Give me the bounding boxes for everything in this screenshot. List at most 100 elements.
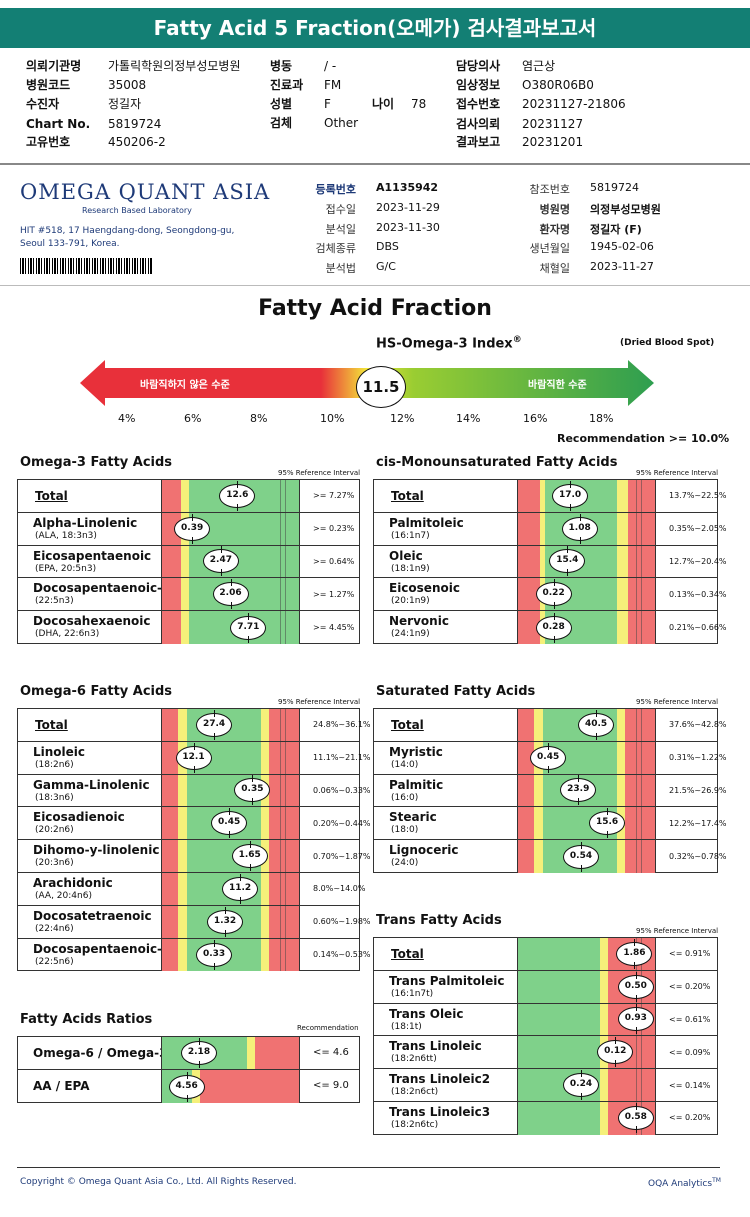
range-segment — [268, 709, 299, 741]
range-segment — [518, 840, 535, 873]
result-value: 0.24 — [563, 1070, 600, 1101]
grid-line — [279, 512, 281, 545]
range-segment — [534, 709, 543, 741]
range-bar: 23.9 — [517, 774, 656, 807]
range-bar: 12.6 — [161, 480, 300, 512]
range-bar: 0.22 — [517, 578, 656, 611]
reference-range: <= 0.14% — [669, 1080, 711, 1090]
analyte-subname: (18:2n6tt) — [391, 1054, 437, 1065]
table-row: Arachidonic (AA, 20:4n6) 11.2 8.0%~14.0% — [18, 873, 365, 906]
result-value: 0.93 — [617, 1004, 654, 1035]
patient-label: 검사의뢰 — [456, 117, 501, 131]
analyte-name: Trans Linoleic3 — [389, 1105, 491, 1119]
reference-range: 0.14%~0.53% — [313, 949, 371, 959]
reference-range: <= 4.6 — [313, 1046, 349, 1058]
grid-line — [285, 512, 287, 545]
grid-line — [635, 1036, 637, 1069]
result-value: 1.86 — [616, 938, 653, 969]
reference-interval-label: 95% Reference Interval — [278, 469, 361, 477]
range-segment — [162, 480, 182, 512]
analyte-name: Palmitic — [389, 777, 444, 792]
grid-line — [279, 905, 281, 938]
index-tick-label: 6% — [184, 412, 202, 425]
grid-line — [641, 741, 643, 774]
range-bar: 1.32 — [161, 905, 300, 938]
grid-line — [279, 545, 281, 578]
grid-line — [635, 1069, 637, 1101]
table-row: Gamma-Linolenic (18:3n6) 0.35 0.06%~0.33% — [18, 774, 371, 808]
lab-field-value: 2023-11-29 — [376, 201, 440, 214]
patient-label: 결과보고 — [456, 135, 501, 149]
reference-range: 0.70%~1.87% — [313, 851, 371, 861]
reference-range: <= 0.61% — [669, 1014, 711, 1024]
range-segment — [518, 1003, 601, 1036]
footer-divider — [17, 1167, 720, 1168]
report-title: Fatty Acid 5 Fraction(오메가) 검사결과보고서 — [0, 8, 750, 48]
range-segment — [600, 1102, 609, 1135]
range-segment — [178, 873, 187, 905]
range-segment — [246, 1037, 256, 1069]
reference-range: 24.8%~36.1% — [313, 720, 371, 730]
table-row: Oleic (18:1n9) 15.4 12.7%~20.4% — [374, 545, 727, 579]
table-row: Palmitic (16:0) 23.9 21.5%~26.9% — [374, 774, 727, 808]
table-row: Palmitoleic (16:1n7) 1.08 0.35%~2.05% — [374, 512, 727, 546]
result-value: 23.9 — [560, 775, 597, 806]
result-value: 15.4 — [549, 546, 586, 577]
range-bar: 0.93 — [517, 1003, 656, 1036]
range-segment — [600, 1003, 609, 1036]
result-value: 0.58 — [617, 1103, 654, 1134]
result-value: 0.35 — [234, 775, 271, 806]
patient-label: 의뢰기관명 — [26, 59, 82, 73]
result-value: 2.47 — [202, 546, 239, 577]
analyte-name: Eicosenoic — [389, 581, 460, 596]
range-segment — [268, 774, 299, 807]
patient-value: Other — [324, 116, 359, 130]
range-bar: 2.06 — [161, 578, 300, 611]
lab-logo-subtitle: Research Based Laboratory — [82, 206, 192, 215]
reference-range: <= 9.0 — [313, 1079, 349, 1091]
result-value: 7.71 — [230, 612, 267, 643]
range-segment — [518, 741, 535, 774]
range-bar: 0.58 — [517, 1102, 656, 1135]
reference-interval-label: 95% Reference Interval — [636, 927, 719, 935]
index-tick-label: 14% — [456, 412, 481, 425]
result-value: 27.4 — [196, 709, 233, 740]
range-segment — [162, 741, 179, 774]
range-bar: 1.08 — [517, 512, 656, 545]
grid-line — [285, 873, 287, 905]
grid-line — [285, 611, 287, 644]
range-segment — [624, 840, 655, 873]
analyte-subname: (22:5n6) — [35, 956, 74, 967]
grid-line — [641, 545, 643, 578]
lab-field-label: 접수일 — [325, 203, 356, 216]
table-row: Eicosadienoic (20:2n6) 0.45 0.20%~0.44% — [18, 807, 371, 841]
index-recommendation: Recommendation >= 10.0% — [557, 432, 730, 445]
patient-label: 고유번호 — [26, 135, 71, 149]
grid-line — [285, 938, 287, 972]
reference-range: 13.7%~22.5% — [669, 491, 727, 501]
range-segment — [181, 578, 190, 611]
analyte-subname: (16:1n7) — [391, 530, 430, 541]
lab-field-label: 생년월일 — [529, 242, 570, 255]
analyte-name: Oleic — [389, 548, 423, 563]
table-row: Alpha-Linolenic (ALA, 18:3n3) 0.39 >= 0.23% — [18, 512, 359, 546]
grid-line — [635, 774, 637, 807]
reference-range: 0.35%~2.05% — [669, 524, 727, 534]
index-desirable-label: 바람직한 수준 — [528, 380, 587, 391]
range-segment — [616, 774, 625, 807]
grid-line — [635, 709, 637, 741]
reference-range: >= 7.27% — [313, 491, 355, 501]
patient-value: 5819724 — [108, 117, 162, 131]
range-segment — [255, 1037, 299, 1069]
reference-range: 0.60%~1.98% — [313, 917, 371, 927]
result-value: 0.50 — [617, 971, 654, 1002]
range-segment — [539, 545, 546, 578]
range-segment — [539, 512, 546, 545]
result-value: 12.1 — [175, 742, 212, 773]
reference-range: <= 0.91% — [669, 949, 711, 959]
analyte-name: Omega-6 / Omega-3 — [33, 1046, 168, 1060]
reference-range: >= 1.27% — [313, 589, 355, 599]
analyte-subname: (18:2n6tc) — [391, 1120, 439, 1130]
range-segment — [627, 512, 655, 545]
range-segment — [268, 938, 299, 972]
